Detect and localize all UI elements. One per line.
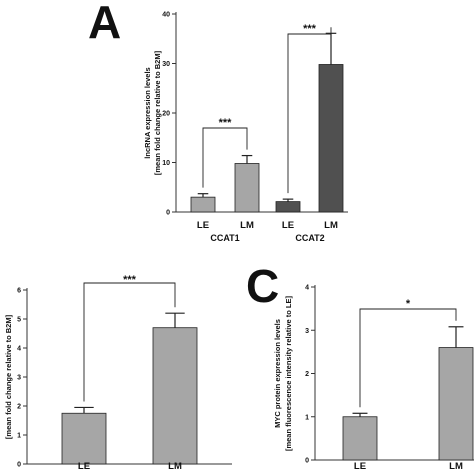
y-tick-label: 0	[305, 458, 309, 465]
y-tick-label: 30	[162, 61, 170, 68]
group-label: CCAT1	[210, 233, 239, 243]
y-axis-label: lncRNA expression levels	[143, 67, 152, 158]
significance-label: ***	[303, 23, 317, 35]
y-tick-label: 0	[166, 210, 170, 217]
significance-label: ***	[219, 117, 233, 129]
x-category-label: LE	[197, 220, 209, 231]
y-tick-label: 1	[17, 433, 21, 440]
chart-panel-c: 0 1 2 3 4 MYC protein expression levels [mean …	[273, 285, 474, 472]
x-category-label: LE	[354, 461, 366, 472]
significance-label: ***	[123, 274, 137, 286]
significance-label: *	[406, 298, 411, 310]
x-category-label: LM	[449, 461, 463, 472]
y-tick-label: 3	[17, 375, 21, 382]
bar	[275, 201, 301, 213]
significance-bracket	[359, 308, 457, 408]
significance-bracket	[83, 282, 176, 402]
y-tick-label: 3	[305, 328, 309, 335]
panel-letter-c: C	[246, 260, 279, 312]
bar	[152, 327, 198, 465]
panel-letter-a: A	[88, 0, 121, 48]
chart-panel-a: 0 10 20 30 40 lncRNA expression levels [mean f…	[143, 12, 348, 243]
significance-bracket	[287, 27, 332, 194]
y-tick-label: 4	[305, 285, 309, 292]
x-category-label: LM	[240, 220, 254, 231]
bar	[438, 347, 474, 461]
bar	[234, 163, 260, 213]
y-tick-label: 20	[162, 111, 170, 118]
x-category-label: LE	[282, 220, 294, 231]
bar	[342, 416, 378, 461]
y-axis-label: [mean fold change relative to B2M]	[4, 314, 13, 439]
y-axis-label: MYC protein expression levels	[273, 319, 282, 428]
y-tick-label: 1	[305, 414, 309, 421]
y-axis-label: [mean fluorescence intensity relative to…	[284, 295, 293, 451]
y-tick-label: 10	[162, 160, 170, 167]
y-tick-label: 5	[17, 317, 21, 324]
significance-bracket	[202, 127, 248, 188]
y-tick-label: 4	[17, 346, 21, 353]
y-tick-label: 2	[17, 404, 21, 411]
chart-panel-b: 0 1 2 3 4 5 6 [mean fold change relative to B2M…	[4, 274, 232, 472]
y-tick-label: 2	[305, 371, 309, 378]
x-category-label: LM	[324, 220, 338, 231]
bar	[190, 196, 216, 213]
bar	[61, 412, 107, 465]
x-category-label: LM	[168, 461, 182, 472]
y-axis-label: [mean fold change relative to B2M]	[153, 50, 162, 175]
group-label: CCAT2	[295, 233, 324, 243]
y-tick-label: 6	[17, 288, 21, 295]
y-tick-label: 40	[162, 12, 170, 19]
bar	[318, 64, 344, 213]
y-tick-label: 0	[17, 462, 21, 469]
x-category-label: LE	[78, 461, 90, 472]
